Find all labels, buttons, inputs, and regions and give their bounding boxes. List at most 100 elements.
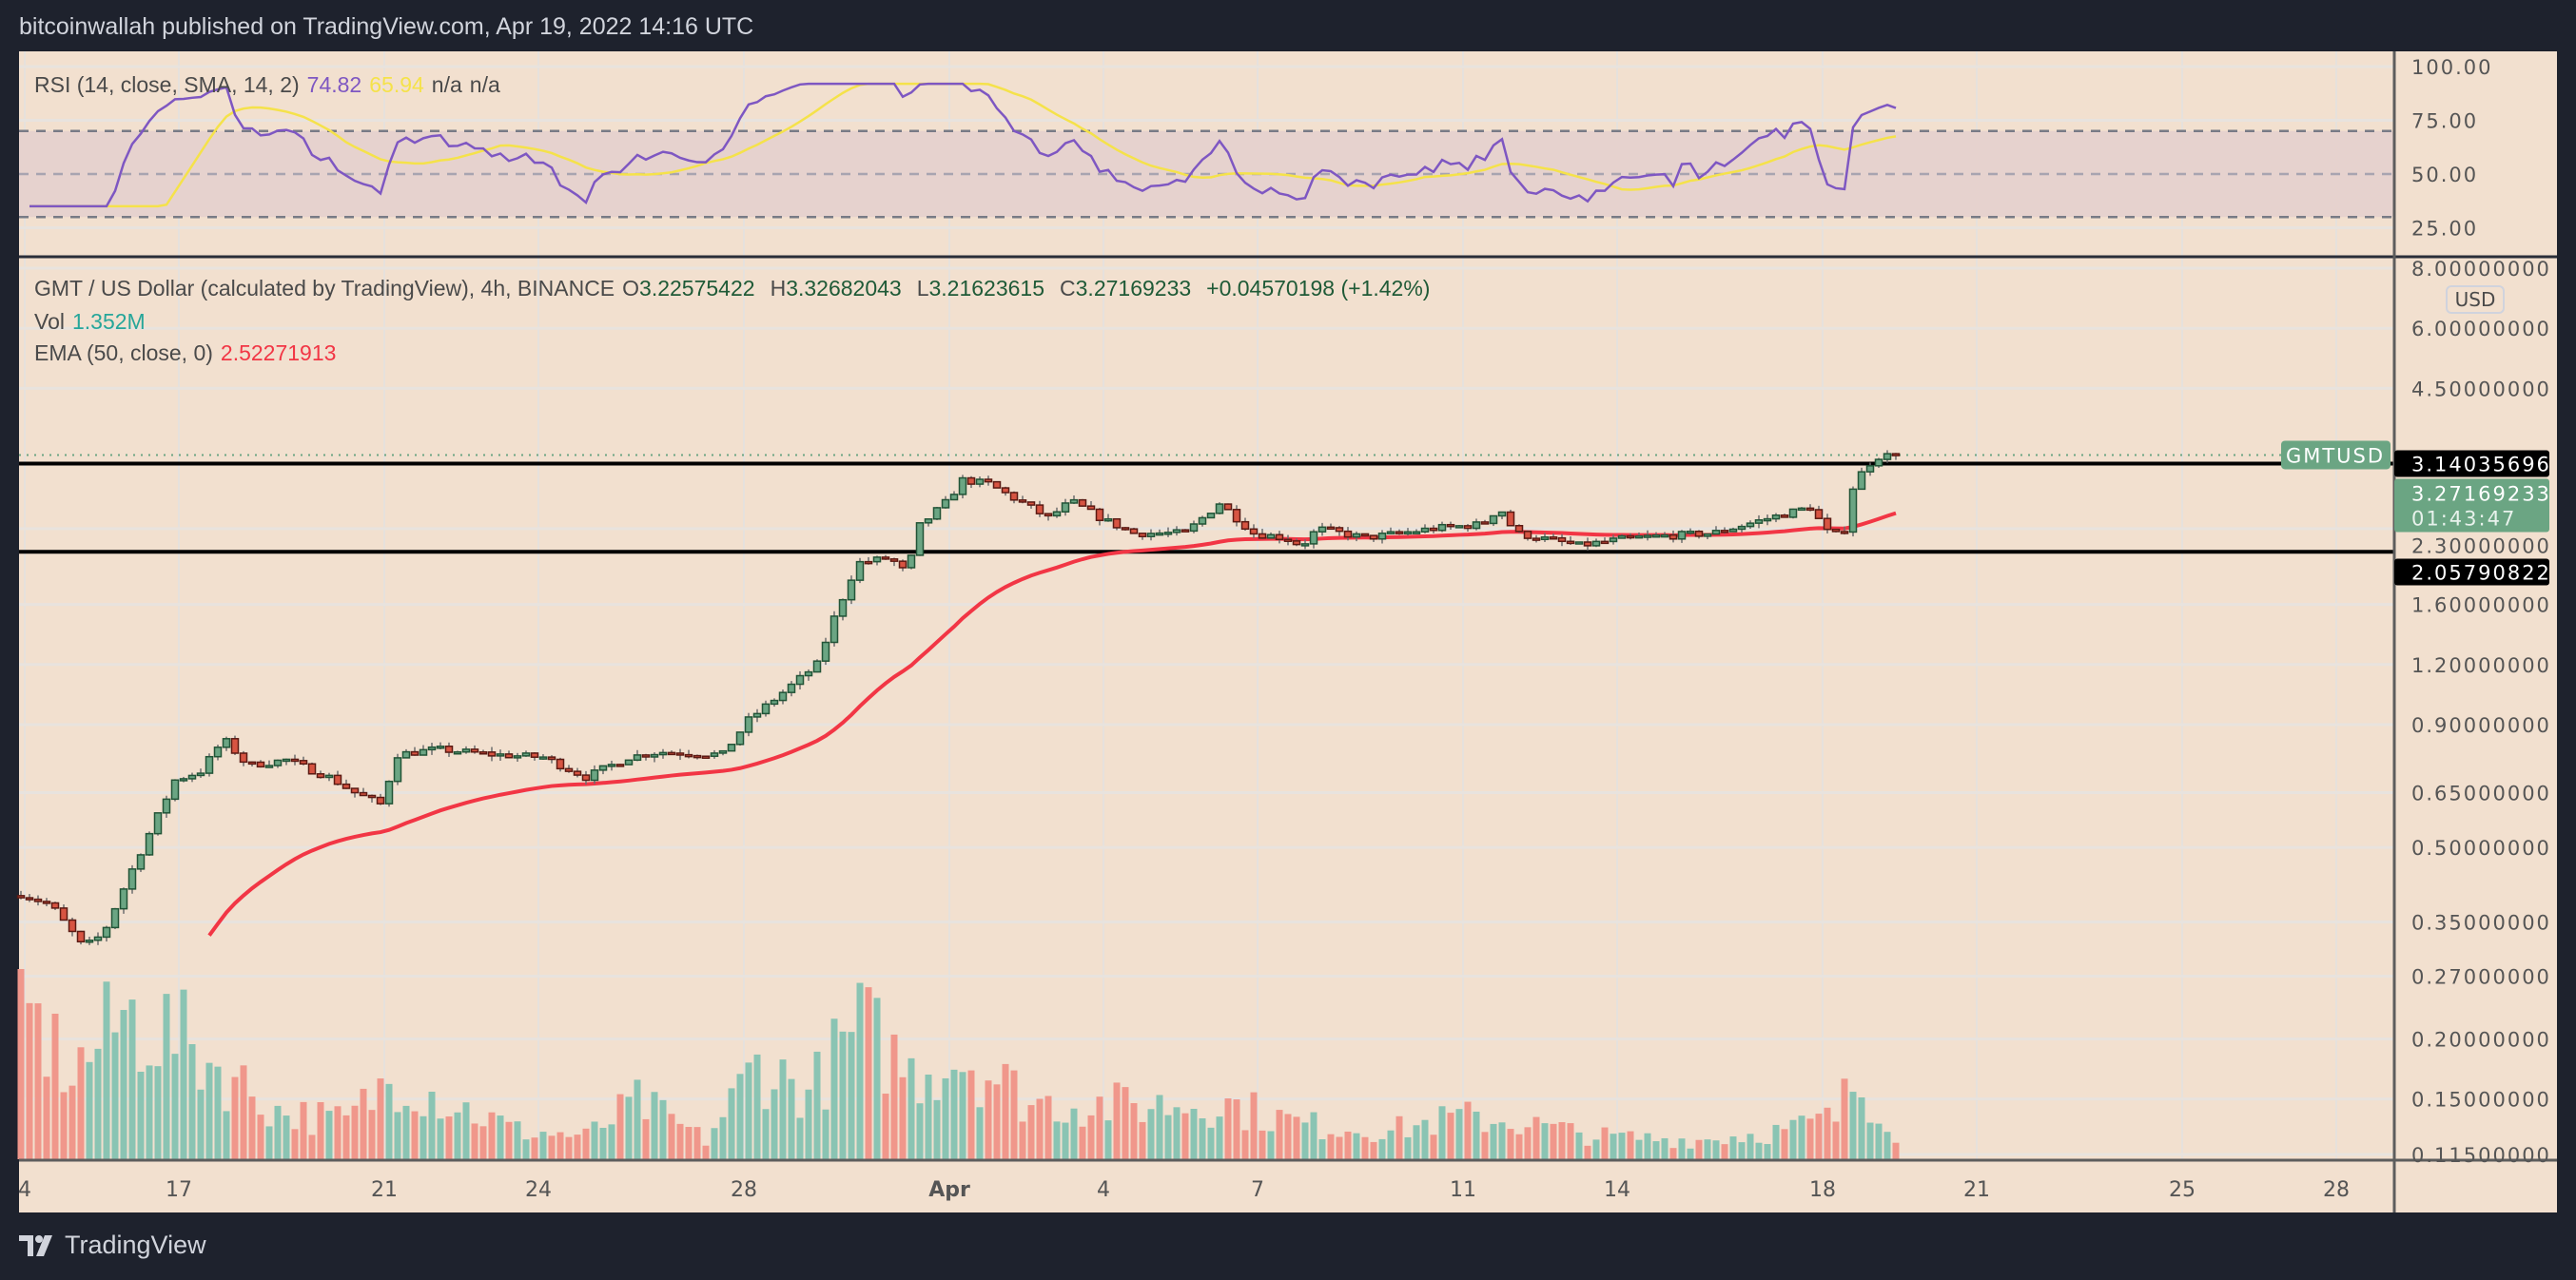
- volume-bar: [1832, 1121, 1840, 1159]
- candle-body: [461, 748, 471, 753]
- candle-body: [778, 691, 788, 702]
- volume-bar: [1635, 1139, 1643, 1159]
- candle-body: [1300, 543, 1310, 547]
- candle: [675, 748, 685, 761]
- volume-label[interactable]: Vol: [34, 309, 65, 334]
- change-value: +0.04570198 (+1.42%): [1206, 276, 1431, 301]
- candle-body: [153, 812, 163, 835]
- candle: [984, 475, 993, 486]
- volume-bar: [1524, 1127, 1532, 1159]
- candle: [273, 759, 283, 768]
- price-tick-label: 0.90000000: [2411, 714, 2551, 737]
- volume-bar: [1156, 1095, 1163, 1159]
- candle-body: [1223, 503, 1233, 511]
- candle: [1823, 514, 1832, 533]
- candle: [1335, 526, 1344, 536]
- candle-body: [847, 579, 856, 601]
- currency-button[interactable]: USD: [2446, 285, 2505, 314]
- candle: [1489, 514, 1498, 527]
- candle: [1891, 453, 1901, 460]
- candle: [307, 762, 317, 775]
- volume-bar: [1721, 1144, 1728, 1159]
- candle-body: [1181, 529, 1190, 533]
- candle: [136, 853, 146, 872]
- volume-bar: [1764, 1144, 1771, 1159]
- candle-body: [1549, 536, 1558, 540]
- candle: [1591, 538, 1601, 548]
- tradingview-logo[interactable]: TradingView: [19, 1231, 206, 1260]
- candle-body: [1480, 521, 1490, 525]
- candle-body: [1600, 540, 1610, 545]
- volume-bar: [1849, 1092, 1857, 1159]
- candle-body: [1891, 453, 1901, 456]
- rsi-sma-value: 65.94: [369, 72, 424, 97]
- candle: [1840, 526, 1849, 535]
- candle-body: [85, 940, 94, 943]
- candle: [1189, 520, 1199, 533]
- candle: [1720, 527, 1729, 534]
- volume-bar: [1310, 1112, 1317, 1159]
- candle-body: [744, 716, 753, 733]
- candle: [1566, 536, 1575, 545]
- candle: [1643, 530, 1652, 541]
- candle-body: [230, 738, 240, 754]
- candle: [393, 753, 402, 785]
- candle-body: [1095, 508, 1104, 522]
- volume-bar: [796, 1117, 804, 1159]
- candle-body: [838, 598, 848, 617]
- volume-bar: [702, 1145, 710, 1159]
- volume-bar: [34, 1003, 42, 1159]
- candle: [1463, 524, 1473, 533]
- volume-bar: [86, 1061, 93, 1159]
- candle: [1206, 513, 1216, 519]
- candle: [1788, 508, 1798, 519]
- candle: [1403, 528, 1413, 536]
- candle-body: [1326, 526, 1336, 531]
- candle: [804, 669, 813, 681]
- candle-body: [1677, 531, 1687, 540]
- symbol-title[interactable]: GMT / US Dollar (calculated by TradingVi…: [34, 276, 615, 301]
- volume-bar: [180, 989, 187, 1159]
- volume-bar: [1378, 1138, 1386, 1159]
- candle: [1181, 529, 1190, 533]
- candle-body: [1420, 527, 1430, 533]
- volume-bar: [342, 1115, 350, 1159]
- candle-body: [187, 774, 197, 780]
- candle-body: [718, 749, 728, 754]
- candle: [812, 659, 822, 673]
- candle: [1395, 529, 1404, 535]
- volume-bar: [753, 1054, 761, 1159]
- price-tick-label: 2.30000000: [2411, 534, 2551, 557]
- volume-bar: [1070, 1108, 1078, 1159]
- candle: [932, 506, 942, 520]
- volume-bar: [728, 1088, 735, 1159]
- candle: [1249, 524, 1259, 538]
- candle: [693, 754, 702, 760]
- candle: [25, 894, 34, 902]
- candle: [872, 555, 882, 566]
- volume-bar: [1592, 1139, 1600, 1159]
- volume-bar: [1550, 1123, 1557, 1159]
- candle: [359, 787, 368, 797]
- candle-body: [102, 926, 111, 939]
- rsi-na-1: n/a: [431, 72, 462, 97]
- candle: [1369, 534, 1378, 542]
- candle-body: [1626, 534, 1635, 539]
- volume-bar: [231, 1076, 239, 1159]
- volume-bar: [1387, 1130, 1395, 1159]
- volume-bar: [1515, 1134, 1523, 1159]
- candle: [710, 749, 719, 759]
- candle-body: [359, 791, 368, 797]
- volume-bar: [497, 1115, 504, 1159]
- candle-body: [607, 764, 616, 767]
- candle: [1078, 498, 1087, 507]
- candle: [444, 742, 454, 757]
- candle-body: [975, 478, 985, 485]
- candle: [1429, 525, 1438, 533]
- candle-body: [444, 746, 454, 753]
- low-label: L: [916, 276, 929, 301]
- ema-label[interactable]: EMA (50, close, 0): [34, 340, 213, 365]
- candle-body: [50, 902, 60, 909]
- volume-bar: [1798, 1115, 1805, 1159]
